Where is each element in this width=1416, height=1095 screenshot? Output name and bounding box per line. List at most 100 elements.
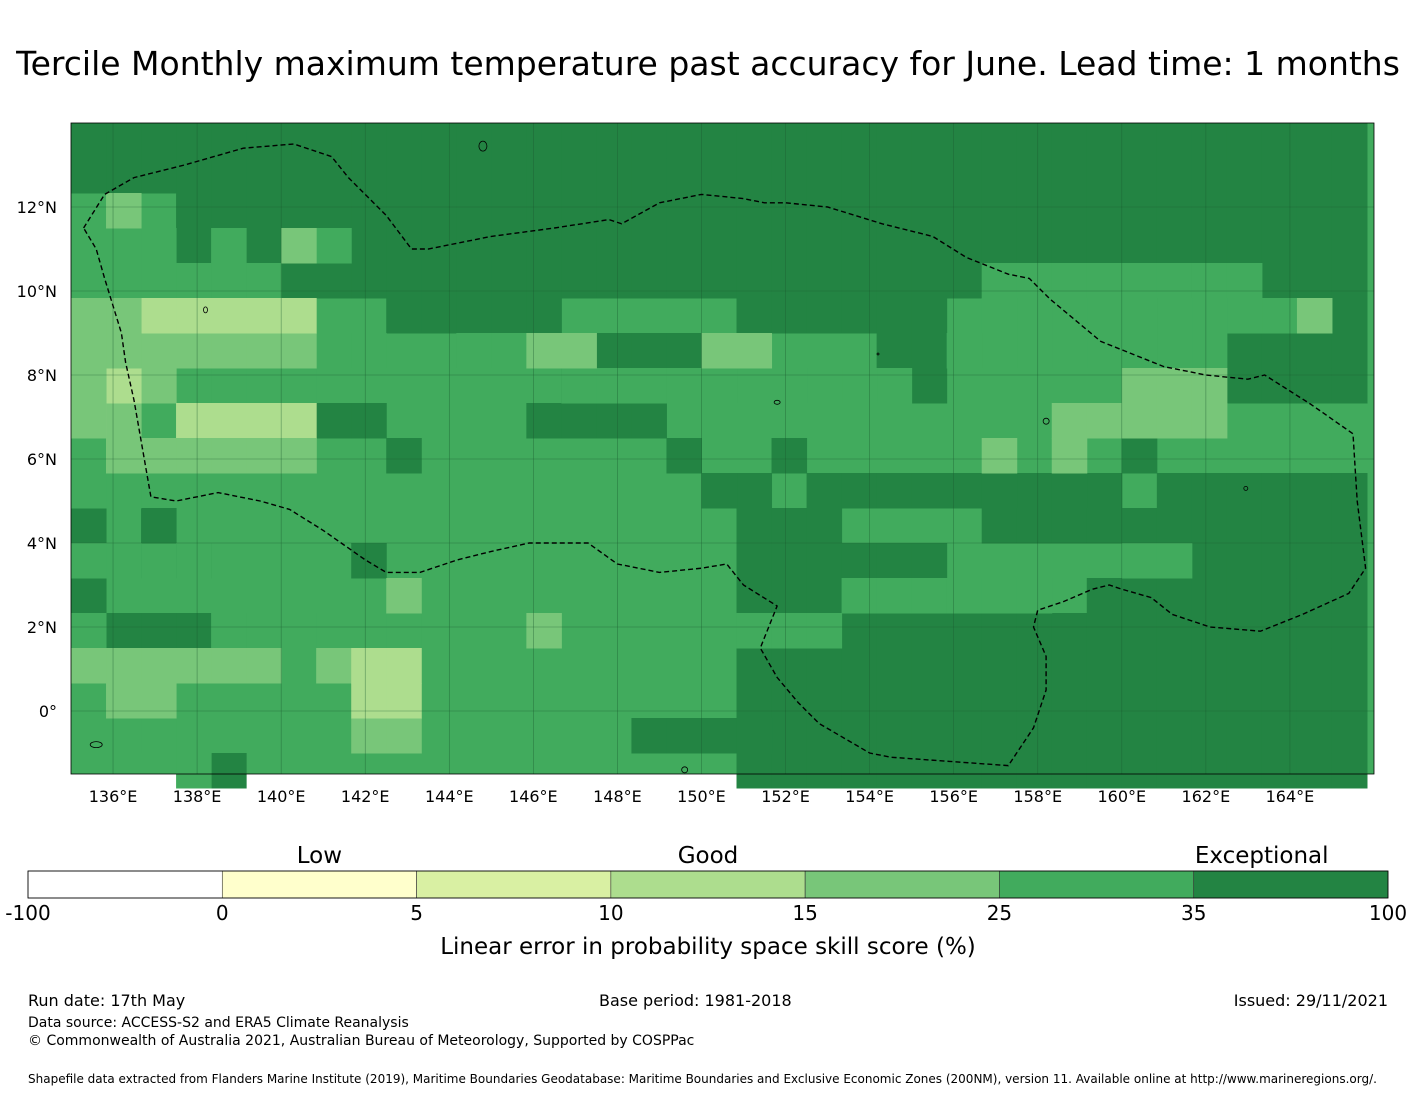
grid-cell [1051, 438, 1088, 474]
grid-cell [946, 613, 983, 649]
grid-cell [876, 683, 913, 719]
grid-cell [386, 578, 422, 614]
grid-cell [1261, 263, 1298, 299]
grid-cell [1191, 753, 1228, 789]
grid-cell [1226, 158, 1263, 194]
grid-cell [71, 298, 107, 334]
grid-cell [841, 368, 878, 404]
grid-cell [1016, 648, 1053, 684]
island [1243, 485, 1249, 491]
skill-score-grid [71, 123, 1374, 789]
grid-cell [946, 158, 983, 194]
grid-cell [1296, 578, 1333, 614]
island [876, 352, 880, 356]
grid-cell [386, 438, 422, 474]
grid-cell [841, 298, 878, 334]
grid-cell [141, 333, 177, 369]
grid-cell [841, 683, 878, 719]
grid-cell [1226, 718, 1263, 754]
grid-cell [596, 228, 632, 264]
grid-cell [246, 263, 282, 299]
grid-cell [1086, 228, 1123, 264]
grid-cell [1261, 158, 1298, 194]
grid-cell [1261, 543, 1298, 579]
grid-cell [1226, 613, 1263, 649]
latitude-labels: 12°N 10°N 8°N 6°N 4°N 2°N 0° [17, 198, 57, 721]
grid-cell [1226, 298, 1263, 334]
grid-cell [596, 333, 632, 369]
grid-cell [806, 613, 843, 649]
grid-cell [876, 368, 913, 404]
grid-cell [1121, 158, 1158, 194]
grid-cell [421, 158, 457, 194]
grid-cell [1121, 368, 1158, 404]
lon-tick-label: 154°E [845, 787, 894, 806]
grid-cell [841, 718, 878, 754]
grid-cell [1156, 473, 1193, 509]
grid-cell [526, 193, 562, 229]
grid-cell [281, 193, 317, 229]
grid-cell [1261, 683, 1298, 719]
grid-cell [176, 158, 212, 194]
grid-cell [1191, 403, 1228, 439]
grid-cell [491, 298, 527, 334]
grid-cell [1016, 158, 1053, 194]
grid-cell [1121, 123, 1158, 159]
grid-cell [631, 718, 667, 754]
grid-cell [946, 473, 983, 509]
grid-cell [526, 123, 562, 159]
grid-cell [911, 123, 948, 159]
grid-cell [351, 228, 387, 264]
grid-cell [806, 508, 843, 544]
grid-cell [1156, 543, 1193, 579]
lon-tick-label: 156°E [929, 787, 978, 806]
grid-cell [1261, 123, 1298, 159]
grid-cell [1331, 683, 1368, 719]
lat-tick-label: 10°N [17, 282, 57, 301]
grid-cell [246, 648, 282, 684]
grid-cell [806, 753, 843, 789]
grid-cell [526, 613, 562, 649]
grid-cell [106, 123, 142, 159]
grid-cell [771, 123, 808, 159]
map-title: Tercile Monthly maximum temperature past… [16, 44, 1400, 83]
lon-tick-label: 152°E [761, 787, 810, 806]
grid-cell [281, 438, 317, 474]
colorbar-tick-label: -100 [5, 901, 50, 925]
grid-cell [806, 263, 843, 299]
grid-cell [1261, 648, 1298, 684]
grid-cell [141, 718, 177, 754]
grid-cell [806, 193, 843, 229]
grid-cell [526, 298, 562, 334]
grid-cell [246, 403, 282, 439]
grid-cell [106, 543, 142, 579]
grid-cell [526, 333, 562, 369]
grid-cell [1121, 438, 1158, 474]
grid-cell [806, 158, 843, 194]
grid-cell [736, 753, 773, 789]
grid-cell [211, 333, 247, 369]
grid-cell [876, 753, 913, 789]
grid-cell [281, 298, 317, 334]
grid-cell [1191, 473, 1228, 509]
grid-cell [876, 263, 913, 299]
grid-cell [1191, 368, 1228, 404]
grid-cell [526, 158, 562, 194]
grid-cell [666, 438, 702, 474]
grid-cell [1121, 508, 1158, 544]
grid-cell [281, 333, 317, 369]
grid-cell [1051, 648, 1088, 684]
grid-cell [351, 403, 387, 439]
grid-cell [316, 263, 352, 299]
grid-cell [841, 473, 878, 509]
grid-cell [1296, 543, 1333, 579]
grid-cell [176, 123, 212, 159]
grid-cell [1331, 123, 1368, 159]
grid-cell [71, 403, 107, 439]
grid-cell [736, 648, 773, 684]
grid-cell [1051, 158, 1088, 194]
lat-tick-label: 6°N [27, 450, 57, 469]
grid-cell [596, 123, 632, 159]
grid-cell [386, 123, 422, 159]
grid-cell [351, 263, 387, 299]
